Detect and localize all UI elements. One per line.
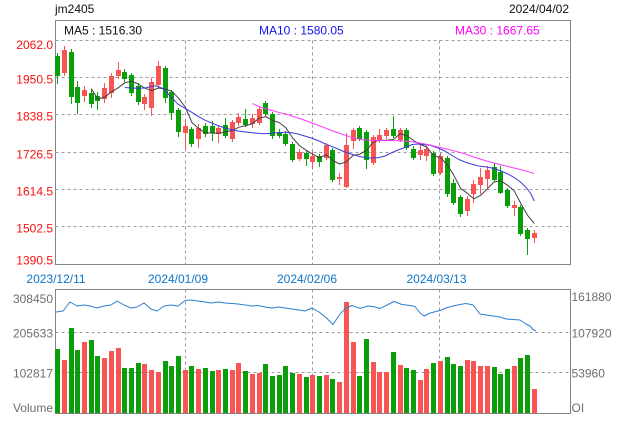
svg-text:2024/03/13: 2024/03/13 [406,272,466,286]
svg-text:Volume: Volume [13,401,53,415]
svg-text:2023/12/11: 2023/12/11 [26,272,85,286]
svg-text:2062.0: 2062.0 [16,38,53,52]
svg-text:2024/02/06: 2024/02/06 [277,272,337,286]
svg-text:jm2405: jm2405 [54,2,95,16]
svg-text:308450: 308450 [13,292,53,306]
svg-text:1726.5: 1726.5 [16,148,53,162]
svg-text:102817: 102817 [13,367,53,381]
svg-text:205633: 205633 [13,327,53,341]
svg-text:2024/01/09: 2024/01/09 [148,272,208,286]
svg-text:1838.5: 1838.5 [16,110,53,124]
svg-text:1950.5: 1950.5 [16,73,53,87]
svg-text:2024/04/02: 2024/04/02 [509,2,569,16]
svg-text:53960: 53960 [572,367,606,381]
svg-text:MA10 : 1580.05: MA10 : 1580.05 [259,24,344,38]
svg-text:MA30 : 1667.65: MA30 : 1667.65 [455,24,540,38]
svg-text:OI: OI [572,401,585,415]
svg-text:161880: 161880 [572,290,612,304]
svg-text:1502.5: 1502.5 [16,222,53,236]
svg-text:1614.5: 1614.5 [16,185,53,199]
svg-text:1390.5: 1390.5 [16,254,53,268]
svg-text:MA5 : 1516.30: MA5 : 1516.30 [64,24,142,38]
svg-text:107920: 107920 [572,327,612,341]
